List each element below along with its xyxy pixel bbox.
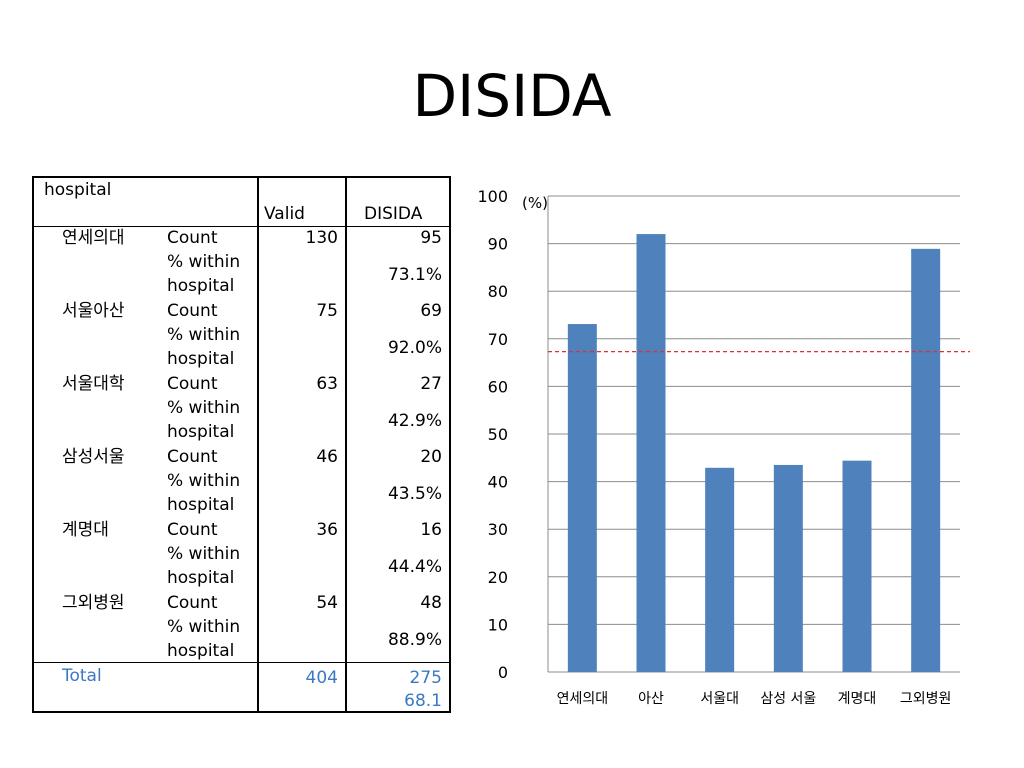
row-pct-label-2: hospital — [167, 422, 235, 442]
row-count-label: Count — [167, 374, 218, 394]
row-hospital-name: 연세의대 — [62, 228, 125, 248]
row-pct: 43.5% — [387, 484, 442, 504]
slide-title: DISIDA — [412, 62, 612, 130]
bar — [911, 248, 941, 672]
column-divider — [257, 178, 259, 711]
bar — [842, 460, 872, 672]
y-tick-label: 40 — [488, 473, 508, 492]
row-pct-label-1: % within — [167, 617, 241, 637]
row-hospital-name: 서울대학 — [62, 374, 125, 394]
bar — [636, 234, 666, 672]
row-hospital-name: 그외병원 — [62, 593, 125, 613]
row-pct-label-2: hospital — [167, 641, 235, 661]
total-divider — [34, 662, 449, 663]
crosstab-table: hospital Valid DISIDA 연세의대 Count % within h… — [32, 176, 451, 713]
bar-chart: 0 10 20 30 40 50 60 70 80 90 100 (%) 연세의대 아산 서울대 삼성 서울 계… — [477, 187, 970, 707]
row-pct-label-2: hospital — [167, 568, 235, 588]
row-count-label: Count — [167, 228, 218, 248]
y-tick-label: 80 — [488, 282, 508, 301]
row-disida: 27 — [420, 374, 442, 394]
y-tick-label: 10 — [488, 615, 508, 634]
row-pct-label-2: hospital — [167, 276, 235, 296]
row-hospital-name: 삼성서울 — [62, 447, 125, 467]
bar — [567, 324, 597, 672]
row-pct-label-1: % within — [167, 398, 241, 418]
row-count-label: Count — [167, 520, 218, 540]
row-count-label: Count — [167, 447, 218, 467]
header-hospital: hospital — [44, 180, 112, 200]
x-category-label: 삼성 서울 — [760, 691, 816, 707]
unit-label: (%) — [522, 194, 548, 212]
total-label: Total — [62, 666, 102, 686]
row-disida: 48 — [420, 593, 442, 613]
row-pct-label-1: % within — [167, 471, 241, 491]
row-hospital-name: 서울아산 — [62, 301, 125, 321]
y-tick-label: 20 — [488, 568, 508, 587]
row-valid: 130 — [305, 228, 338, 248]
x-category-label: 그외병원 — [900, 691, 952, 707]
row-count-label: Count — [167, 301, 218, 321]
row-disida: 95 — [420, 228, 442, 248]
x-category-label: 아산 — [638, 691, 664, 707]
header-valid: Valid — [264, 204, 305, 224]
row-hospital-name: 계명대 — [62, 520, 109, 540]
row-disida: 20 — [420, 447, 442, 467]
row-pct-label-1: % within — [167, 544, 241, 564]
header-divider — [34, 226, 449, 227]
row-pct: 73.1% — [387, 265, 442, 285]
row-pct-label-2: hospital — [167, 495, 235, 515]
y-tick-label: 30 — [488, 520, 508, 539]
row-pct: 42.9% — [387, 411, 442, 431]
y-tick-label: 70 — [488, 330, 508, 349]
row-valid: 36 — [316, 520, 338, 540]
row-valid: 75 — [316, 301, 338, 321]
y-tick-label: 90 — [488, 235, 508, 254]
header-disida: DISIDA — [364, 204, 423, 224]
row-pct-label-1: % within — [167, 325, 241, 345]
row-valid: 63 — [316, 374, 338, 394]
y-tick-label: 60 — [488, 377, 508, 396]
x-category-label: 연세의대 — [557, 691, 609, 707]
row-disida: 69 — [420, 301, 442, 321]
row-count-label: Count — [167, 593, 218, 613]
x-category-label: 계명대 — [838, 691, 877, 707]
row-valid: 46 — [316, 447, 338, 467]
bar — [705, 467, 735, 672]
total-disida: 275 — [409, 668, 442, 688]
total-valid: 404 — [305, 668, 338, 688]
row-pct: 88.9% — [387, 630, 442, 650]
row-pct-label-2: hospital — [167, 349, 235, 369]
row-pct: 92.0% — [387, 338, 442, 358]
row-disida: 16 — [420, 520, 442, 540]
x-category-label: 서울대 — [700, 691, 739, 707]
total-pct: 68.1 — [404, 691, 442, 711]
row-pct: 44.4% — [387, 557, 442, 577]
column-divider — [345, 178, 347, 711]
y-tick-label: 100 — [477, 187, 508, 206]
bar — [773, 464, 803, 672]
y-tick-label: 50 — [488, 425, 508, 444]
row-valid: 54 — [316, 593, 338, 613]
row-pct-label-1: % within — [167, 252, 241, 272]
y-tick-label: 0 — [498, 663, 508, 682]
